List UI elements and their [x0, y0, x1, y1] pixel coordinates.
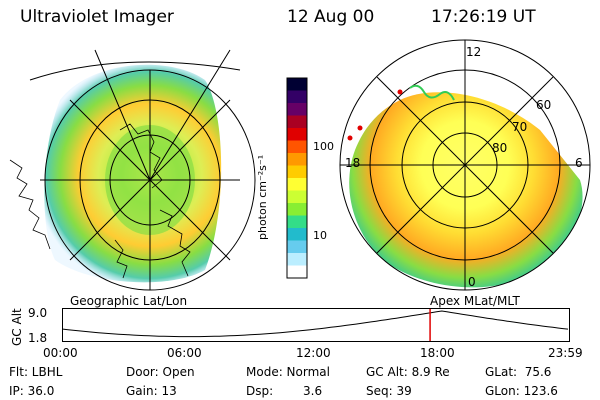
colorbar-tick-100: 100: [313, 140, 334, 153]
flt-info: Flt: LBHL: [9, 365, 63, 379]
ip-info: IP: 36.0: [9, 384, 55, 398]
colorbar-band: [287, 115, 307, 129]
colorbar-band: [287, 190, 307, 204]
date-label: 12 Aug 00: [287, 7, 375, 27]
gcalt-info: GC Alt: 8.9 Re: [366, 365, 450, 379]
altitude-plot: [62, 308, 570, 342]
colorbar-band: [287, 78, 307, 91]
colorbar-band: [287, 240, 307, 254]
colorbar-band: [287, 215, 307, 229]
colorbar-band: [287, 165, 307, 179]
colorbar-band: [287, 153, 307, 166]
colorbar-tick-10: 10: [313, 229, 327, 242]
time-label: 17:26:19 UT: [431, 7, 536, 27]
colorbar-band: [287, 203, 307, 216]
seq-info: Seq: 39: [366, 384, 412, 398]
altitude-ytick-min: 1.8: [28, 331, 48, 345]
colorbar-unit-label: photon cm⁻²s⁻¹: [256, 154, 269, 240]
right-panel-label: Apex MLat/MLT: [430, 294, 520, 308]
colorbar: [286, 77, 308, 279]
altitude-ylabel: GC Alt: [10, 308, 24, 346]
mode-info: Mode: Normal: [246, 365, 330, 379]
colorbar-band: [287, 265, 307, 279]
gain-info: Gain: 13: [126, 384, 177, 398]
colorbar-band: [287, 140, 307, 154]
lat-label-60: 60: [536, 98, 552, 112]
glon-info: GLon: 123.6: [485, 384, 558, 398]
lat-label-80: 80: [492, 141, 508, 155]
colorbar-band: [287, 178, 307, 191]
colorbar-band: [287, 128, 307, 141]
dsp-label: Dsp:: [246, 384, 274, 398]
mlt-label-0: 0: [468, 275, 476, 289]
mlt-label-18: 18: [345, 156, 361, 170]
geographic-aurora-image: [9, 49, 256, 291]
mlt-label-6: 6: [575, 156, 583, 170]
left-panel-label: Geographic Lat/Lon: [70, 294, 188, 308]
glat-info: GLat: 75.6: [485, 365, 552, 379]
xtick-0600: 06:00: [167, 346, 202, 360]
xtick-2359: 23:59: [548, 346, 583, 360]
instrument-title: Ultraviolet Imager: [20, 7, 174, 27]
dsp-value: 3.6: [303, 384, 323, 398]
colorbar-band: [287, 90, 307, 104]
xtick-1800: 18:00: [420, 346, 455, 360]
colorbar-band: [287, 253, 307, 266]
colorbar-band: [287, 103, 307, 116]
altitude-ytick-max: 9.0: [28, 306, 48, 320]
colorbar-band: [287, 228, 307, 241]
polar-mlt-plot: [339, 39, 591, 291]
xtick-0000: 00:00: [43, 346, 78, 360]
lat-label-70: 70: [512, 120, 528, 134]
mlt-label-12: 12: [466, 45, 482, 59]
door-info: Door: Open: [126, 365, 195, 379]
xtick-1200: 12:00: [296, 346, 331, 360]
